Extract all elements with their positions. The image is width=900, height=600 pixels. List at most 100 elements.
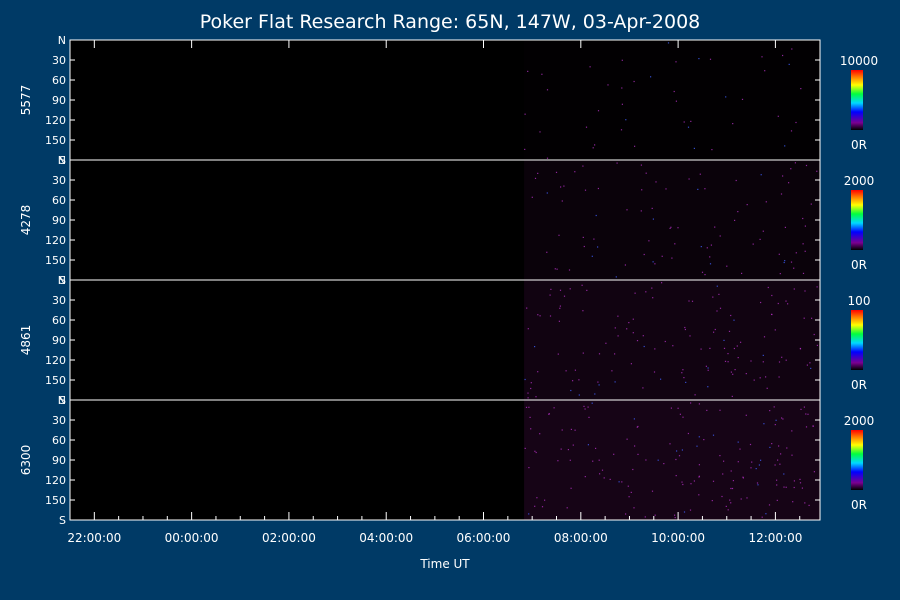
data-point bbox=[707, 386, 709, 388]
data-point bbox=[556, 268, 558, 270]
data-point bbox=[546, 89, 549, 91]
data-point bbox=[698, 403, 700, 405]
data-point bbox=[700, 348, 702, 350]
y-tick-label: 60 bbox=[52, 74, 66, 87]
data-point bbox=[541, 73, 543, 75]
data-point bbox=[663, 463, 665, 465]
data-point bbox=[548, 413, 550, 415]
data-point bbox=[753, 379, 755, 381]
y-tick-label: 90 bbox=[52, 334, 66, 347]
panel-5577: N 30 60 90 120 150 S 5577 10000 0R bbox=[19, 34, 878, 167]
data-point bbox=[636, 340, 639, 342]
data-point bbox=[802, 217, 804, 220]
data-point bbox=[698, 436, 700, 438]
data-point bbox=[524, 148, 526, 150]
data-point bbox=[598, 353, 601, 355]
data-point bbox=[586, 289, 588, 291]
data-point bbox=[781, 417, 783, 419]
data-point bbox=[816, 286, 818, 288]
data-point bbox=[645, 291, 647, 293]
data-point bbox=[724, 360, 727, 362]
data-point bbox=[546, 157, 549, 159]
data-point bbox=[539, 315, 541, 317]
data-point bbox=[591, 402, 593, 404]
data-point bbox=[621, 87, 623, 89]
data-point bbox=[651, 207, 653, 209]
data-point bbox=[714, 328, 716, 331]
y-tick-label: N bbox=[58, 394, 66, 407]
data-point bbox=[566, 507, 568, 509]
data-point bbox=[654, 514, 656, 516]
data-point bbox=[524, 378, 526, 381]
data-point bbox=[736, 345, 738, 347]
data-point bbox=[816, 344, 818, 346]
data-point bbox=[778, 445, 780, 447]
data-point bbox=[761, 516, 763, 518]
data-point bbox=[803, 406, 805, 408]
data-wash bbox=[524, 40, 820, 160]
data-point bbox=[763, 336, 766, 338]
data-point bbox=[780, 453, 782, 455]
data-point bbox=[731, 487, 734, 490]
y-tick-label: 30 bbox=[52, 174, 66, 187]
x-axis: 22:00:00 00:00:00 02:00:00 04:00:00 06:00:00… bbox=[67, 40, 802, 545]
data-point bbox=[667, 42, 670, 44]
y-tick-label: 120 bbox=[45, 354, 66, 367]
data-point bbox=[594, 144, 596, 146]
data-point bbox=[783, 261, 785, 264]
data-point bbox=[651, 490, 654, 492]
panel-plot-area bbox=[70, 400, 820, 520]
data-point bbox=[712, 296, 714, 298]
data-point bbox=[529, 416, 531, 418]
data-point bbox=[582, 165, 584, 167]
data-point bbox=[773, 406, 775, 408]
data-point bbox=[637, 453, 639, 455]
data-point bbox=[534, 346, 536, 348]
data-point bbox=[765, 513, 767, 515]
data-point bbox=[706, 409, 708, 411]
data-point bbox=[788, 182, 790, 184]
data-point bbox=[607, 84, 609, 86]
y-tick-label: 30 bbox=[52, 54, 66, 67]
data-point bbox=[560, 186, 562, 188]
data-point bbox=[541, 506, 544, 508]
data-point bbox=[704, 274, 706, 276]
x-axis-label: Time UT bbox=[419, 557, 470, 571]
data-point bbox=[644, 516, 646, 518]
data-point bbox=[727, 509, 729, 511]
data-point bbox=[582, 236, 584, 238]
data-point bbox=[537, 371, 539, 373]
data-point bbox=[609, 478, 611, 480]
data-point bbox=[792, 501, 794, 503]
data-point bbox=[703, 439, 705, 441]
data-point bbox=[683, 511, 686, 513]
data-point bbox=[737, 461, 739, 463]
data-point bbox=[587, 406, 589, 408]
data-point bbox=[615, 276, 617, 278]
data-point bbox=[793, 288, 795, 290]
data-point bbox=[642, 335, 644, 337]
data-point bbox=[677, 407, 679, 409]
y-tick-label: 120 bbox=[45, 234, 66, 247]
data-point bbox=[584, 408, 586, 410]
data-point bbox=[816, 170, 818, 172]
data-point bbox=[539, 131, 541, 133]
data-point bbox=[711, 500, 713, 502]
panel-4278: N 30 60 90 120 150 S 4278 2000 0R bbox=[19, 154, 874, 287]
data-point bbox=[714, 226, 716, 228]
data-point bbox=[655, 181, 657, 183]
data-point bbox=[594, 393, 596, 395]
data-point bbox=[755, 468, 757, 470]
data-point bbox=[779, 463, 781, 465]
data-point bbox=[718, 293, 720, 295]
data-point bbox=[709, 347, 711, 349]
data-point bbox=[799, 478, 801, 480]
data-point bbox=[632, 332, 634, 334]
data-point bbox=[805, 413, 807, 415]
data-point bbox=[613, 453, 615, 455]
data-point bbox=[769, 410, 771, 412]
data-point bbox=[791, 430, 793, 432]
data-point bbox=[569, 288, 571, 290]
data-point bbox=[524, 113, 526, 115]
data-point bbox=[559, 289, 562, 291]
